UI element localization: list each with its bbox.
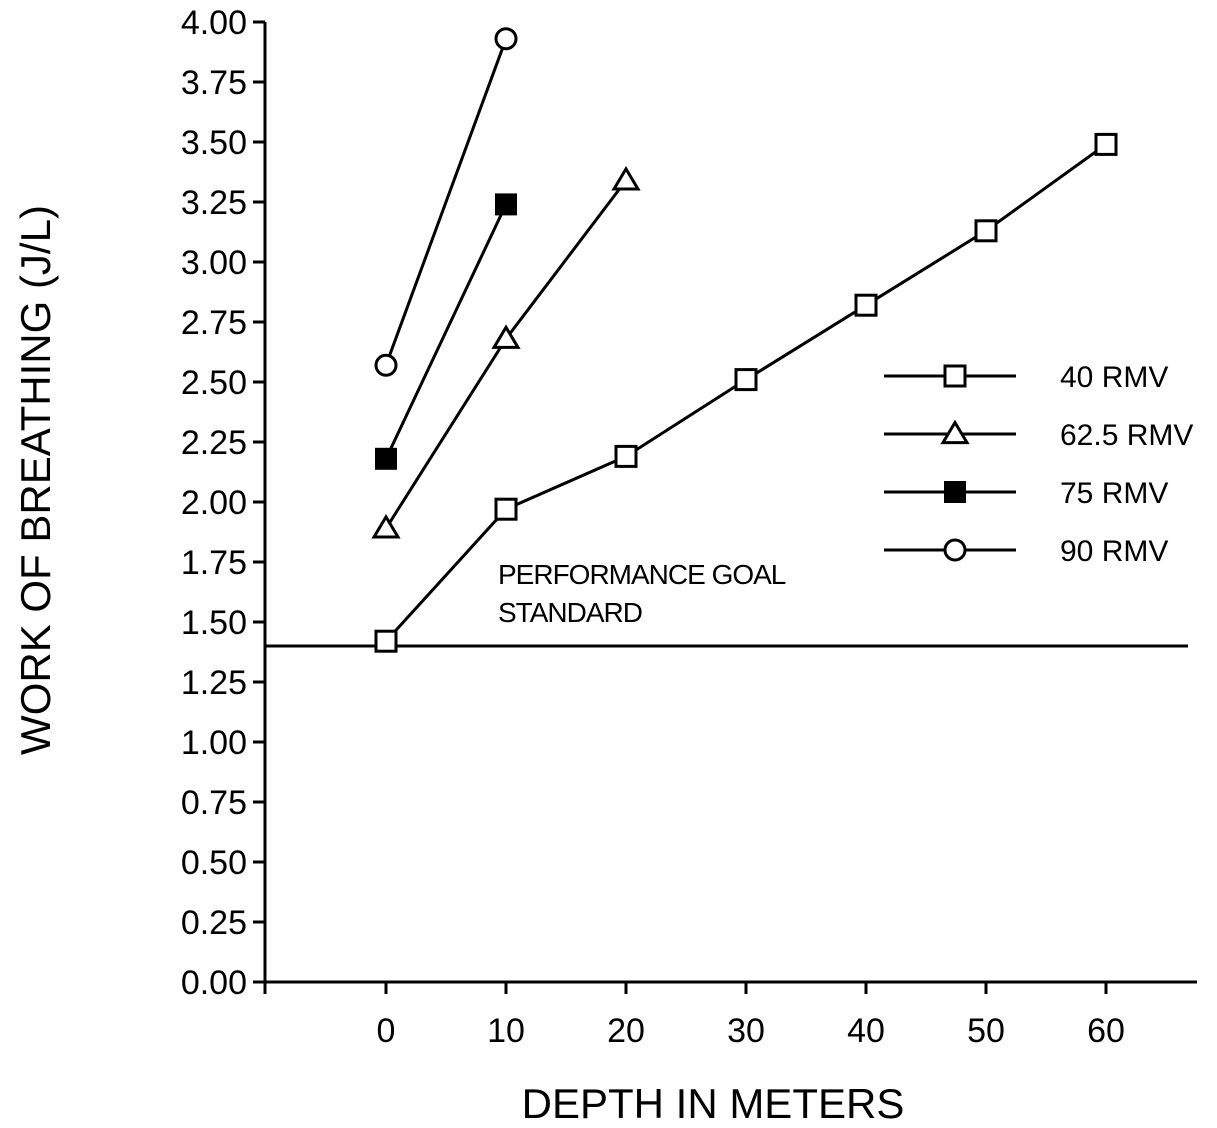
legend-label: 62.5 RMV — [1060, 419, 1193, 452]
y-tick-label: 2.50 — [181, 364, 247, 402]
reference-line-label: PERFORMANCE GOAL — [498, 559, 786, 590]
data-point-open-circle — [374, 353, 398, 377]
data-point-open-square — [854, 293, 878, 317]
y-tick-label: 2.25 — [181, 424, 247, 462]
series-line — [384, 179, 628, 530]
y-tick-label: 3.75 — [181, 64, 247, 102]
legend-label: 75 RMV — [1060, 477, 1168, 510]
x-tick-label: 0 — [377, 1012, 396, 1050]
series-90-rmv — [374, 27, 518, 377]
y-tick-label: 1.00 — [181, 724, 247, 762]
axes: 0.00 0.25 0.50 0.75 1.00 1.25 1.50 1.75 2.00 2.25… — [181, 4, 1197, 1050]
data-point-open-triangle — [491, 324, 521, 349]
y-tick-label: 3.00 — [181, 244, 247, 282]
data-point-open-square — [614, 444, 638, 468]
legend-item: 40 RMV — [884, 361, 1168, 394]
legend-item: 75 RMV — [884, 477, 1168, 510]
x-tick-label: 40 — [847, 1012, 885, 1050]
series-75-rmv — [375, 193, 517, 470]
x-tick-label: 50 — [967, 1012, 1005, 1050]
y-tick-label: 1.75 — [181, 544, 247, 582]
x-tick-label: 10 — [487, 1012, 525, 1050]
x-axis-label: DEPTH IN METERS — [522, 1080, 905, 1127]
data-point-filled-square — [375, 447, 397, 470]
series-line — [384, 38, 508, 366]
legend-item: 90 RMV — [884, 535, 1168, 568]
data-point-open-square — [734, 368, 758, 392]
data-point-filled-square — [944, 481, 966, 503]
y-tick-label: 1.25 — [181, 664, 247, 702]
x-tick-label: 20 — [607, 1012, 645, 1050]
data-point-open-square — [1094, 132, 1118, 156]
series-layer — [371, 27, 1118, 653]
data-point-open-triangle — [940, 419, 970, 445]
y-tick-label: 1.50 — [181, 604, 247, 642]
data-point-open-square — [974, 219, 998, 243]
y-tick-label: 0.00 — [181, 964, 247, 1002]
y-tick-label: 0.25 — [181, 904, 247, 942]
data-point-open-square — [943, 364, 967, 388]
y-axis-label: WORK OF BREATHING (J/L) — [12, 205, 59, 755]
series-40-rmv — [374, 132, 1118, 653]
reference-line-label: STANDARD — [498, 597, 642, 628]
series-line — [384, 203, 508, 460]
data-point-open-circle — [494, 27, 518, 51]
legend-label: 90 RMV — [1060, 535, 1168, 568]
data-point-open-triangle — [371, 513, 401, 539]
data-point-open-square — [494, 497, 518, 521]
y-tick-label: 0.75 — [181, 784, 247, 822]
data-point-open-square — [374, 629, 398, 653]
series-62-5-rmv — [371, 165, 641, 539]
performance-goal-line: PERFORMANCE GOAL STANDARD — [265, 559, 1188, 648]
x-tick-label: 60 — [1087, 1012, 1125, 1050]
y-tick-label: 4.00 — [181, 4, 247, 42]
y-tick-label: 2.75 — [181, 304, 247, 342]
y-tick-label: 0.50 — [181, 844, 247, 882]
data-point-filled-square — [495, 193, 517, 216]
y-tick-label: 3.50 — [181, 124, 247, 162]
y-tick-label: 2.00 — [181, 484, 247, 522]
data-point-open-circle — [943, 538, 967, 562]
data-point-open-triangle — [611, 165, 641, 191]
y-tick-label: 3.25 — [181, 184, 247, 222]
legend-label: 40 RMV — [1060, 361, 1168, 394]
legend: 40 RMV 62.5 RMV 75 RMV 90 RMV — [884, 361, 1193, 568]
x-tick-label: 30 — [727, 1012, 765, 1050]
legend-item: 62.5 RMV — [884, 419, 1193, 452]
